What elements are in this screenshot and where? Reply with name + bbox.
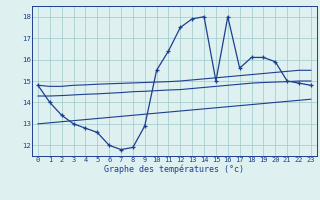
X-axis label: Graphe des températures (°c): Graphe des températures (°c) xyxy=(104,164,244,174)
